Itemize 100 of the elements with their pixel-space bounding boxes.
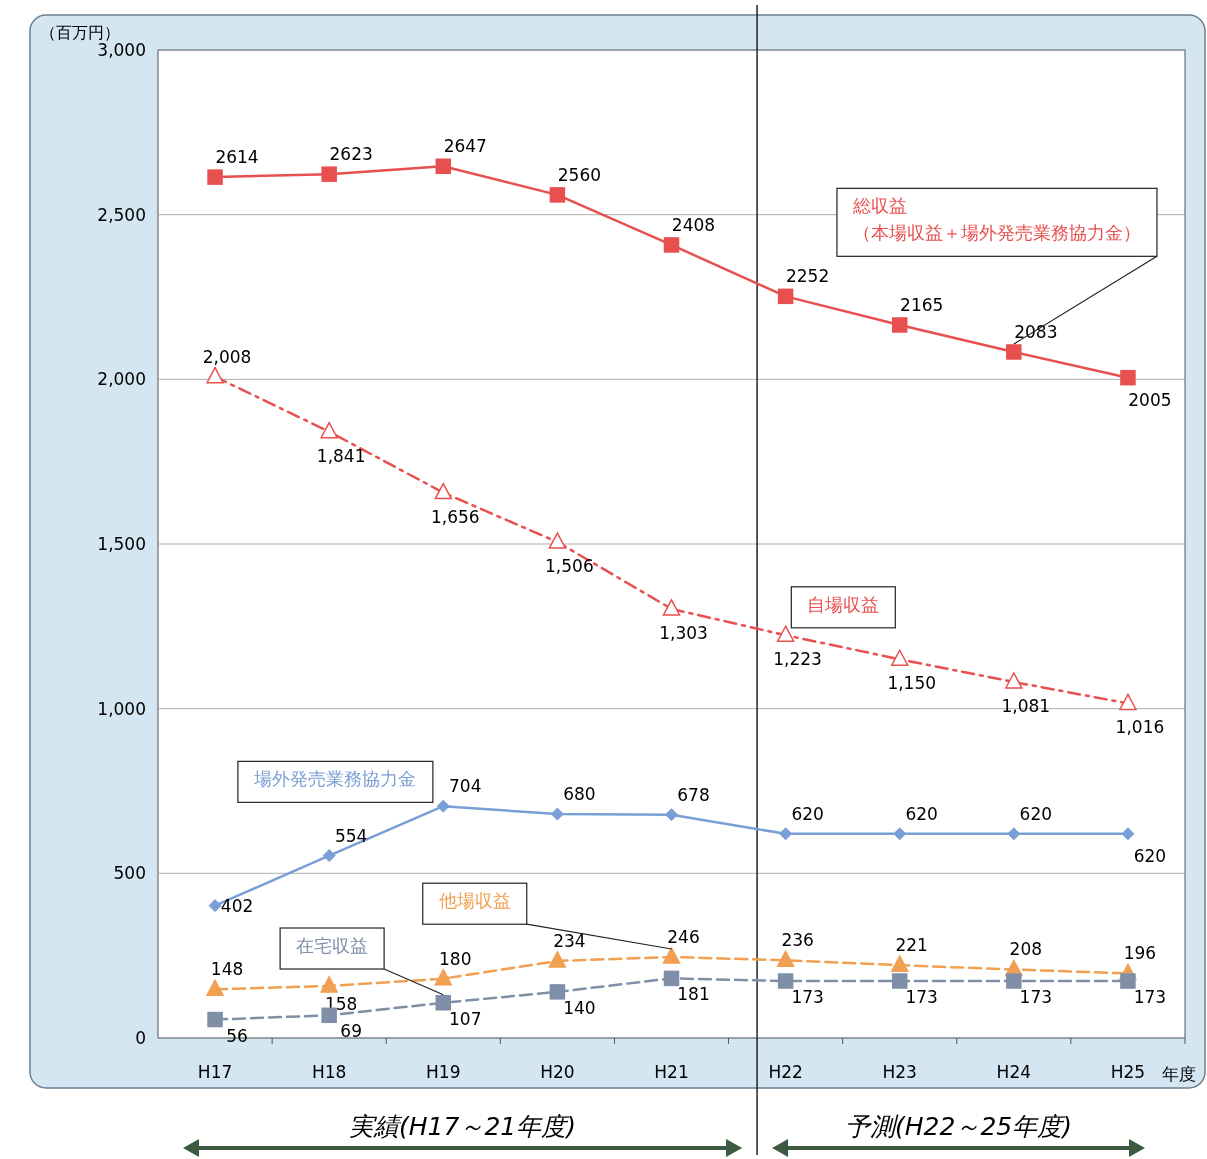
point — [435, 158, 452, 175]
data-label: 221 — [895, 935, 928, 956]
point — [1006, 344, 1022, 360]
point — [434, 968, 453, 986]
y-tick-label: 1,500 — [97, 534, 146, 554]
data-label: 1,506 — [545, 556, 594, 577]
point — [321, 166, 337, 182]
point — [206, 979, 224, 997]
data-label: 1,841 — [316, 445, 366, 466]
point — [891, 973, 908, 989]
point — [662, 599, 681, 616]
point — [1006, 973, 1022, 989]
data-label: 2,008 — [202, 346, 252, 367]
data-label: 554 — [334, 825, 368, 846]
data-label: 1,223 — [773, 649, 822, 670]
point — [779, 827, 793, 841]
y-tick-label: 2,000 — [97, 369, 146, 390]
point — [1005, 672, 1023, 689]
point — [320, 421, 338, 439]
y-tick-label: 3,000 — [97, 40, 146, 60]
point — [1120, 369, 1136, 386]
data-label: 1,303 — [659, 622, 708, 643]
point — [890, 955, 909, 972]
x-tick-label: H19 — [426, 1062, 461, 1082]
data-label: 173 — [1019, 987, 1053, 1008]
point — [436, 799, 450, 813]
point — [207, 169, 223, 185]
point — [208, 899, 222, 913]
point — [1121, 827, 1135, 841]
point — [1120, 973, 1136, 989]
series-label: 場外発売業務協力金 — [252, 768, 416, 790]
point — [1007, 827, 1021, 841]
x-tick-label: H20 — [540, 1062, 575, 1082]
point — [776, 950, 795, 968]
data-label: 2165 — [900, 294, 944, 315]
point — [434, 482, 453, 500]
point — [548, 951, 567, 968]
data-label: 1,150 — [887, 673, 937, 694]
data-label: 173 — [1133, 987, 1167, 1008]
x-tick-label: H23 — [882, 1062, 917, 1082]
point — [891, 317, 908, 333]
data-label: 2623 — [329, 144, 373, 165]
text: 予測(H22～25年度) — [845, 1112, 1073, 1141]
data-label: 1,656 — [430, 506, 480, 527]
data-label: 2560 — [557, 164, 602, 185]
series-label: 自場収益 — [807, 593, 880, 615]
text: 実績(H17～21年度) — [349, 1112, 577, 1141]
y-axis-title: （百万円） — [40, 23, 120, 42]
x-tick-label: H24 — [996, 1062, 1032, 1082]
x-tick-label: H22 — [768, 1062, 803, 1082]
point — [663, 970, 680, 987]
data-label: 234 — [553, 930, 586, 951]
data-label: 196 — [1123, 943, 1157, 964]
data-label: 680 — [563, 784, 596, 805]
point — [777, 973, 794, 989]
data-label: 56 — [226, 1025, 248, 1046]
y-tick-label: 0 — [135, 1028, 146, 1048]
point — [893, 827, 907, 841]
data-label: 2005 — [1128, 389, 1172, 410]
data-label: 173 — [905, 987, 938, 1008]
data-label: 620 — [791, 803, 824, 824]
point — [665, 808, 678, 822]
x-tick-label: H21 — [654, 1062, 689, 1082]
point — [207, 1011, 223, 1028]
x-tick-label: H17 — [197, 1062, 233, 1082]
point — [206, 366, 224, 384]
y-tick-label: 500 — [113, 863, 146, 884]
point — [1119, 693, 1137, 711]
data-label: 208 — [1009, 939, 1043, 960]
point — [548, 532, 567, 549]
point — [549, 984, 566, 1000]
data-label: 620 — [905, 803, 938, 824]
x-tick-label: H18 — [311, 1062, 347, 1082]
data-label: 246 — [667, 926, 700, 947]
point — [549, 187, 566, 203]
data-label: 402 — [220, 895, 254, 916]
data-label: 678 — [677, 784, 710, 805]
point — [890, 649, 909, 667]
data-label: 2614 — [215, 147, 259, 168]
y-tick-label: 2,500 — [97, 204, 146, 225]
point — [776, 625, 795, 642]
data-label: 2408 — [671, 214, 716, 235]
data-label: 1,016 — [1115, 717, 1165, 738]
data-label: 148 — [210, 959, 244, 980]
point — [777, 288, 794, 305]
y-tick-label: 1,000 — [97, 698, 146, 719]
point — [550, 807, 564, 821]
data-label: 704 — [449, 776, 482, 797]
data-label: 620 — [1133, 845, 1167, 866]
point — [435, 995, 452, 1011]
x-axis-title: 年度 — [1162, 1064, 1196, 1084]
data-label: 620 — [1019, 803, 1053, 824]
point — [663, 237, 680, 253]
point — [320, 976, 338, 993]
data-label: 173 — [791, 987, 824, 1008]
data-label: 1,081 — [1001, 695, 1051, 716]
point — [662, 947, 681, 964]
x-tick-label: H25 — [1110, 1062, 1146, 1082]
data-label: 181 — [677, 984, 710, 1005]
data-label: 140 — [563, 997, 596, 1018]
